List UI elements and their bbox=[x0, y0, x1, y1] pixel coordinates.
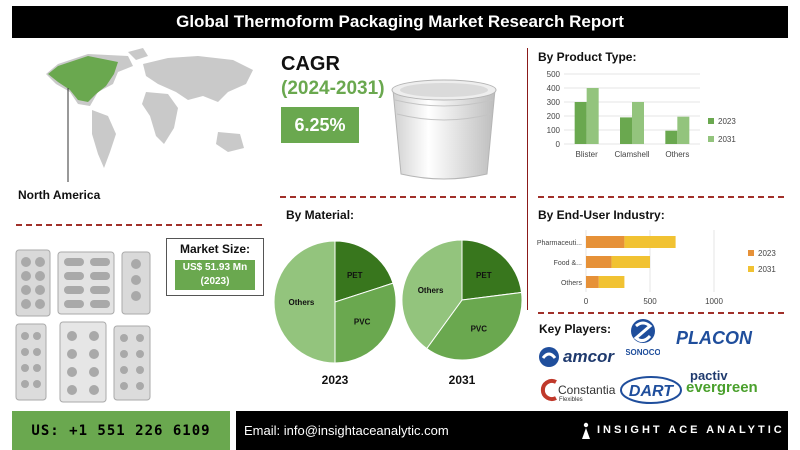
divider bbox=[538, 196, 784, 198]
bar-2023-Clamshell bbox=[620, 117, 632, 144]
legend-label: 2031 bbox=[758, 265, 776, 274]
cagr-value: 6.25% bbox=[281, 107, 359, 143]
legend-label: 2023 bbox=[718, 117, 736, 126]
y-tick-label: 500 bbox=[547, 70, 561, 79]
brand-icon bbox=[582, 422, 590, 439]
bar-2031-Pharmaceuti... bbox=[624, 236, 676, 248]
legend-swatch bbox=[708, 136, 714, 142]
slice-PVC-2023 bbox=[334, 282, 397, 364]
market-size-amount: US$ 51.93 Mn bbox=[182, 262, 248, 273]
x-tick-label: Clamshell bbox=[614, 150, 649, 159]
blister-pack-image bbox=[15, 249, 151, 403]
world-map bbox=[46, 48, 253, 182]
slice-label: PVC bbox=[354, 318, 371, 327]
evergreen-logo: evergreen bbox=[686, 379, 758, 396]
pie-year-label: 2023 bbox=[322, 373, 349, 387]
market-size-value: US$ 51.93 Mn (2023) bbox=[175, 260, 255, 290]
x-tick-label: Others bbox=[665, 150, 689, 159]
market-size-label: Market Size: bbox=[179, 242, 251, 256]
bar-2023-Others bbox=[586, 276, 599, 288]
legend-swatch bbox=[748, 250, 754, 256]
slice-label: PET bbox=[476, 271, 492, 280]
material-chart: PET PVC Others 2023 PET PVC Others 2031 bbox=[273, 239, 523, 387]
dart-logo: DART bbox=[620, 376, 682, 404]
x-tick-label: 0 bbox=[584, 297, 589, 306]
cagr-label: CAGR bbox=[281, 53, 340, 75]
y-tick-label: Pharmaceuti... bbox=[537, 240, 582, 247]
amcor-icon bbox=[539, 347, 559, 367]
x-tick-label: 1000 bbox=[705, 297, 723, 306]
slice-label: PET bbox=[347, 271, 363, 280]
y-tick-label: 200 bbox=[547, 112, 561, 121]
phone-number: US: +1 551 226 6109 bbox=[12, 411, 230, 450]
dart-text: DART bbox=[629, 383, 674, 400]
x-tick-label: 500 bbox=[643, 297, 657, 306]
key-players-title: Key Players: bbox=[539, 322, 612, 336]
legend-label: 2023 bbox=[758, 249, 776, 258]
slice-label: Others bbox=[289, 298, 315, 307]
y-tick-label: 0 bbox=[556, 140, 561, 149]
pie-year-label: 2031 bbox=[449, 373, 476, 387]
divider bbox=[16, 224, 262, 226]
legend-label: 2031 bbox=[718, 135, 736, 144]
y-tick-label: Food &... bbox=[554, 260, 582, 267]
bar-2031-Others bbox=[598, 276, 625, 288]
bar-2023-Others bbox=[665, 130, 678, 144]
constantia-icon bbox=[540, 379, 557, 401]
x-tick-label: Blister bbox=[576, 150, 599, 159]
constantia-logo: Constantia bbox=[558, 383, 616, 397]
bar-2023-Food &... bbox=[586, 256, 612, 268]
region-label: North America bbox=[18, 188, 101, 202]
report-title: Global Thermoform Packaging Market Resea… bbox=[12, 6, 788, 38]
sonoco-text: SONOCO bbox=[626, 348, 660, 357]
brand-name: INSIGHT ACE ANALYTIC bbox=[597, 424, 785, 436]
bar-2031-Blister bbox=[586, 88, 599, 144]
constantia-sub: Flexibles bbox=[559, 397, 583, 403]
bar-2031-Others bbox=[677, 116, 690, 144]
legend-swatch bbox=[748, 266, 754, 272]
placon-logo: PLACON bbox=[676, 328, 752, 348]
y-tick-label: 400 bbox=[547, 84, 561, 93]
slice-Others-2023 bbox=[273, 240, 336, 364]
product-type-title: By Product Type: bbox=[538, 50, 637, 64]
bar-2031-Clamshell bbox=[632, 102, 644, 144]
pactiv-logo: pactiv bbox=[690, 368, 728, 383]
sonoco-logo: SONOCO bbox=[626, 319, 660, 357]
footer-bar: Email: info@insightaceanalytic.com INSIG… bbox=[236, 411, 788, 450]
product-type-chart: 0 100 200 300 400 500 Blister Clamshell Others 20… bbox=[547, 70, 737, 159]
bar-2023-Blister bbox=[574, 102, 587, 144]
material-title: By Material: bbox=[286, 208, 355, 222]
y-tick-label: 100 bbox=[547, 126, 561, 135]
slice-label: PVC bbox=[471, 324, 488, 333]
market-size-year: (2023) bbox=[200, 276, 230, 287]
amcor-logo: amcor bbox=[563, 347, 615, 366]
market-size-box: Market Size: US$ 51.93 Mn (2023) bbox=[166, 238, 264, 296]
slice-PET-2023 bbox=[334, 240, 394, 303]
y-tick-label: Others bbox=[561, 280, 583, 287]
bar-2031-Food &... bbox=[611, 256, 650, 268]
slice-PET-2031 bbox=[461, 239, 523, 301]
end-user-title: By End-User Industry: bbox=[538, 208, 665, 222]
divider bbox=[280, 196, 516, 198]
end-user-chart: 0 500 1000 Pharmaceuti... Food &... Others 202… bbox=[537, 230, 776, 306]
slice-PVC-2031 bbox=[426, 291, 523, 361]
email-text: Email: info@insightaceanalytic.com bbox=[244, 423, 449, 438]
y-tick-label: 300 bbox=[547, 98, 561, 107]
legend-swatch bbox=[708, 118, 714, 124]
divider bbox=[538, 312, 784, 314]
slice-label: Others bbox=[418, 286, 444, 295]
column-divider bbox=[527, 48, 528, 310]
bucket-image bbox=[391, 79, 497, 180]
bar-2023-Pharmaceuti... bbox=[586, 236, 625, 248]
cagr-years: (2024-2031) bbox=[281, 78, 385, 99]
slice-Others-2031 bbox=[401, 239, 463, 350]
